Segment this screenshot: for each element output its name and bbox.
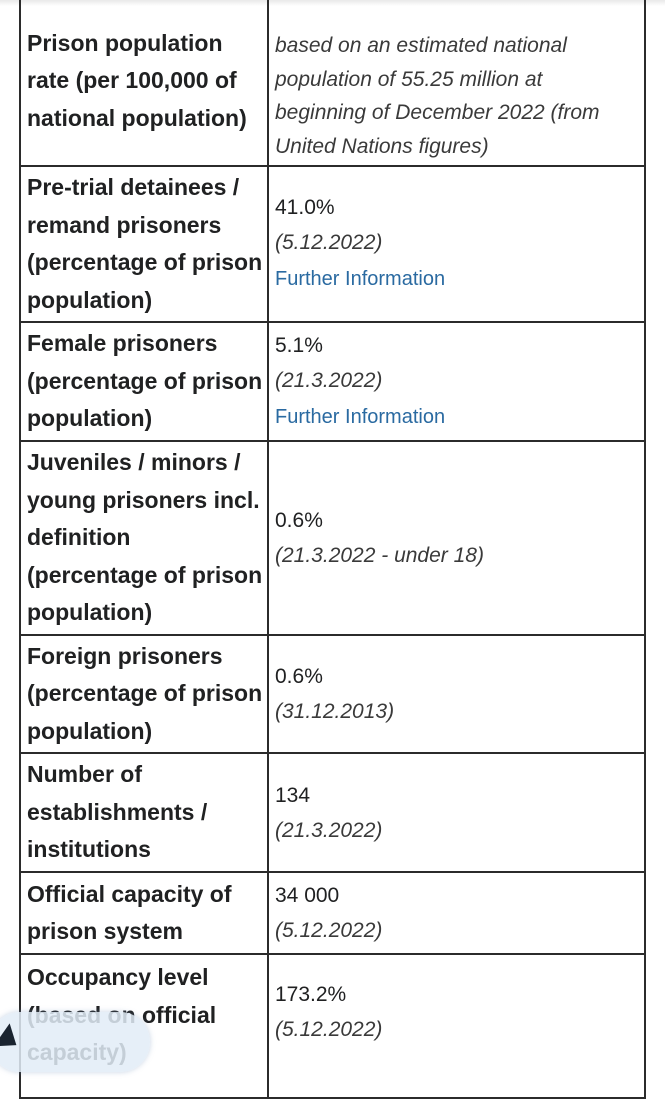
- pretrial-further-information-link[interactable]: Further Information: [275, 268, 446, 290]
- row-label-foreign-prisoners: Foreign prisoners (percentage of prison …: [19, 634, 269, 754]
- table-row: Prison population rate (per 100,000 of n…: [19, 0, 646, 167]
- juveniles-date: (21.3.2022 - under 18): [275, 544, 484, 567]
- occupancy-value: 173.2%: [275, 983, 347, 1006]
- row-value-cell: 41.0% (5.12.2022) Further Information: [267, 165, 646, 323]
- female-date: (21.3.2022): [275, 368, 383, 392]
- row-label-official-capacity: Official capacity of prison system: [19, 871, 269, 955]
- row-value-cell: based on an estimated national populatio…: [267, 0, 646, 167]
- female-further-information-link[interactable]: Further Information: [275, 405, 446, 428]
- occupancy-date: (5.12.2022): [275, 1018, 383, 1041]
- table-row: Pre-trial detainees / remand prisoners (…: [19, 165, 646, 323]
- row-value-cell: 0.6% (21.3.2022 - under 18): [267, 440, 646, 636]
- juveniles-value: 0.6%: [275, 509, 323, 532]
- table-row: Number of establishments / institutions …: [19, 752, 646, 873]
- row-label-prison-population-rate: Prison population rate (per 100,000 of n…: [19, 0, 269, 167]
- row-label-establishments: Number of establishments / institutions: [19, 752, 269, 873]
- pretrial-date: (5.12.2022): [275, 231, 383, 254]
- female-value: 5.1%: [275, 333, 323, 357]
- foreign-value: 0.6%: [275, 665, 323, 688]
- floating-action-bubble[interactable]: [0, 1012, 150, 1072]
- row-value-cell: 5.1% (21.3.2022) Further Information: [267, 321, 646, 442]
- foreign-date: (31.12.2013): [275, 700, 395, 723]
- table-row: Foreign prisoners (percentage of prison …: [19, 634, 646, 754]
- table-row: Juveniles / minors / young prisoners inc…: [19, 440, 646, 636]
- row-label-pretrial-detainees: Pre-trial detainees / remand prisoners (…: [19, 165, 269, 323]
- row-value-cell: 173.2% (5.12.2022): [267, 953, 646, 1099]
- row-value-cell: 134 (21.3.2022): [267, 752, 646, 873]
- table-row: Official capacity of prison system 34 00…: [19, 871, 646, 955]
- row-label-juveniles: Juveniles / minors / young prisoners inc…: [19, 440, 269, 636]
- establishments-date: (21.3.2022): [275, 818, 383, 842]
- row-value-cell: 34 000 (5.12.2022): [267, 871, 646, 955]
- row-label-female-prisoners: Female prisoners (percentage of prison p…: [19, 321, 269, 442]
- capacity-date: (5.12.2022): [275, 919, 383, 942]
- pretrial-value: 41.0%: [275, 196, 335, 219]
- table-row: Female prisoners (percentage of prison p…: [19, 321, 646, 442]
- establishments-value: 134: [275, 783, 311, 807]
- population-estimate-note: based on an estimated national populatio…: [275, 34, 600, 158]
- row-value-cell: 0.6% (31.12.2013): [267, 634, 646, 754]
- prison-statistics-table: Prison population rate (per 100,000 of n…: [19, 0, 646, 1099]
- capacity-value: 34 000: [275, 884, 340, 907]
